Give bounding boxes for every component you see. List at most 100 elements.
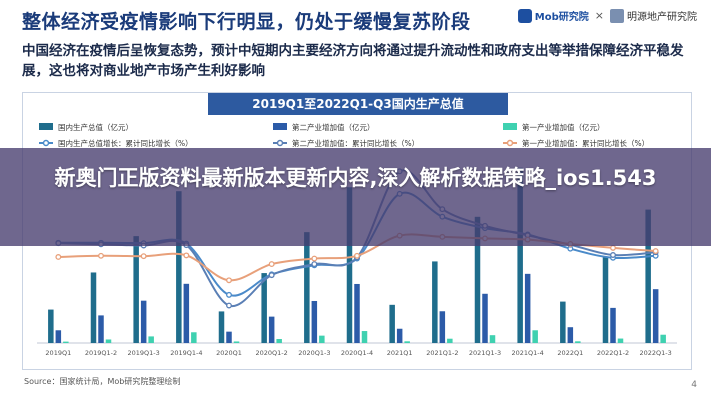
x-tick-label-6: 2020Q1-3 [298,349,330,357]
bar-0-12 [560,301,566,343]
x-tick-label-7: 2020Q1-4 [341,349,373,357]
bar-1-10 [482,293,488,343]
bar-2-1 [105,339,112,343]
chart-title: 2019Q1至2022Q1-Q3国内生产总值 [208,93,508,115]
legend-swatch-2 [503,123,517,130]
source-note: Source：国家统计局，Mob研究院整理绘制 [24,377,181,386]
bar-0-13 [602,256,609,343]
page-title: 整体经济受疫情影响下行明显，仍处于缓慢复苏阶段 [22,11,471,33]
bar-2-3 [191,332,197,343]
bar-1-4 [226,331,232,343]
legend-marker-3 [42,139,50,147]
bar-0-10 [474,216,481,343]
line-point-0-4 [226,291,232,298]
bar-1-11 [524,273,531,343]
bar-1-5 [268,316,275,343]
x-tick-label-14: 2022Q1-3 [640,349,672,357]
x-tick-label-4: 2020Q1 [216,349,242,357]
line-point-2-4 [226,277,232,284]
legend-swatch-0 [39,123,53,130]
bar-1-12 [567,327,574,343]
x-tick-label-12: 2022Q1 [557,349,583,357]
logo-area: Mob研究院 × 明源地产研究院 [517,8,697,23]
bar-0-8 [389,304,395,343]
legend-label-3: 国内生产总值增长：累计同比增长（%） [58,138,193,148]
bar-1-9 [439,311,446,343]
bar-0-11 [517,167,523,343]
bar-2-8 [404,341,410,343]
x-tick-label-0: 2019Q1 [45,349,71,357]
x-tick-label-2: 2019Q1-3 [128,349,160,357]
bar-1-1 [98,315,104,343]
bar-2-10 [489,335,496,343]
line-point-2-5 [268,261,275,268]
legend-marker-4 [276,139,284,147]
bar-0-0 [48,309,54,343]
x-tick-label-11: 2021Q1-4 [512,349,544,357]
bar-1-0 [55,330,62,343]
line-point-2-14 [652,248,659,255]
legend-label-1: 第二产业增加值（亿元） [292,122,375,132]
bar-2-14 [660,334,666,343]
summary-text: 中国经济在疫情后呈恢复态势，预计中短期内主要经济方向将通过提升流动性和政府支出等… [22,43,684,79]
x-tick-label-3: 2019Q1-4 [170,349,202,357]
bar-2-9 [447,338,453,343]
mob-logo-text: Mob研究院 [534,12,589,23]
x-tick-label-9: 2021Q1-2 [426,349,458,357]
bar-0-4 [218,311,225,343]
line-point-2-2 [140,253,147,260]
line-point-1-6 [311,261,318,268]
line-point-2-0 [55,254,62,260]
legend-label-4: 第二产业增加值：累计同比增长（%） [292,138,419,148]
x-tick-label-5: 2020Q1-2 [256,349,288,357]
overlay-banner [0,148,711,246]
bar-2-13 [617,338,624,343]
legend-label-0: 国内生产总值（亿元） [58,122,133,132]
bar-2-6 [319,335,325,343]
bar-0-1 [90,272,97,343]
bar-2-11 [532,330,538,343]
bar-1-8 [396,328,403,343]
bar-1-7 [354,283,360,343]
bar-0-2 [133,236,139,343]
legend-swatch-1 [273,123,287,130]
mingyuan-logo-text: 明源地产研究院 [627,12,697,23]
x-tick-label-10: 2021Q1-3 [469,349,501,357]
legend-label-2: 第一产业增加值（亿元） [522,122,605,132]
bar-0-3 [176,191,182,343]
legend-label-5: 第一产业增加值：累计同比增长（%） [522,138,649,148]
line-point-1-5 [268,272,275,279]
line-point-2-3 [183,252,190,259]
line-point-2-13 [610,244,616,251]
legend-marker-5 [506,139,514,147]
mob-logo-icon [517,8,532,23]
bar-0-7 [346,187,353,343]
line-point-1-13 [610,252,616,258]
bar-2-5 [276,339,282,343]
line-point-1-4 [226,302,232,309]
bar-1-2 [140,300,147,343]
bar-1-6 [311,300,318,343]
page-number: 4 [691,380,697,390]
bar-0-14 [645,209,651,343]
bar-1-14 [652,289,659,343]
line-point-2-7 [354,252,360,259]
mingyuan-logo-icon [610,8,624,23]
bar-2-0 [63,341,69,343]
mingyuan-logo: 明源地产研究院 [610,8,697,23]
bar-2-2 [148,336,154,343]
bar-0-9 [432,261,438,343]
bar-2-7 [361,331,368,343]
bar-2-12 [575,341,581,343]
bar-0-6 [304,232,310,343]
mob-logo: Mob研究院 [517,8,589,23]
x-tick-label-13: 2022Q1-2 [597,349,629,357]
bar-0-5 [261,273,267,343]
bar-2-4 [233,341,240,343]
line-point-2-1 [98,252,104,259]
x-tick-label-8: 2021Q1 [387,349,413,357]
x-tick-label-1: 2019Q1-2 [85,349,117,357]
bar-1-13 [610,307,616,343]
overlay-headline[interactable]: 新奥门正版资料最新版本更新内容,深入解析数据策略_ios1.543 [54,166,657,190]
logo-separator: × [594,9,604,22]
